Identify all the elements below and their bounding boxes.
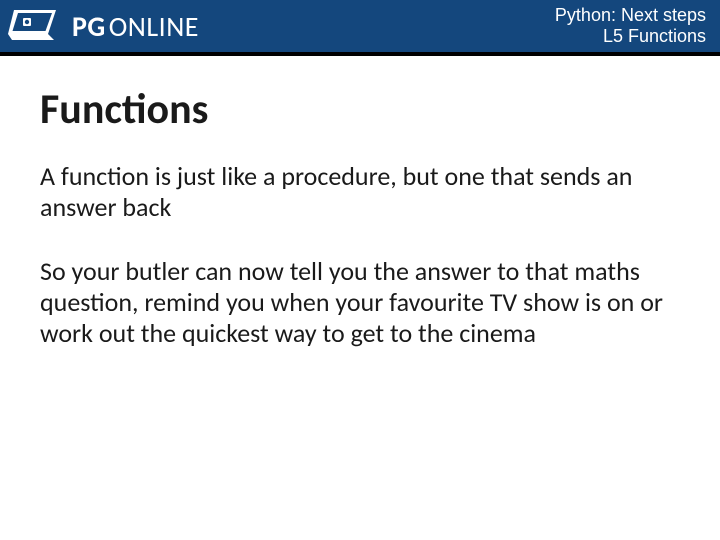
header-meta: Python: Next steps L5 Functions — [555, 5, 710, 46]
slide-header: PG ONLINE Python: Next steps L5 Function… — [0, 0, 720, 56]
brand-name: PG ONLINE — [72, 9, 199, 44]
laptop-icon — [8, 8, 62, 44]
logo-area: PG ONLINE — [0, 8, 199, 44]
paragraph-2: So your butler can now tell you the answ… — [40, 256, 680, 348]
paragraph-1: A function is just like a procedure, but… — [40, 161, 680, 222]
slide-content: Functions A function is just like a proc… — [0, 56, 720, 348]
page-title: Functions — [40, 84, 680, 135]
lesson-title: L5 Functions — [555, 26, 706, 47]
brand-light: ONLINE — [109, 9, 199, 44]
brand-strong: PG — [72, 9, 106, 44]
course-title: Python: Next steps — [555, 5, 706, 26]
